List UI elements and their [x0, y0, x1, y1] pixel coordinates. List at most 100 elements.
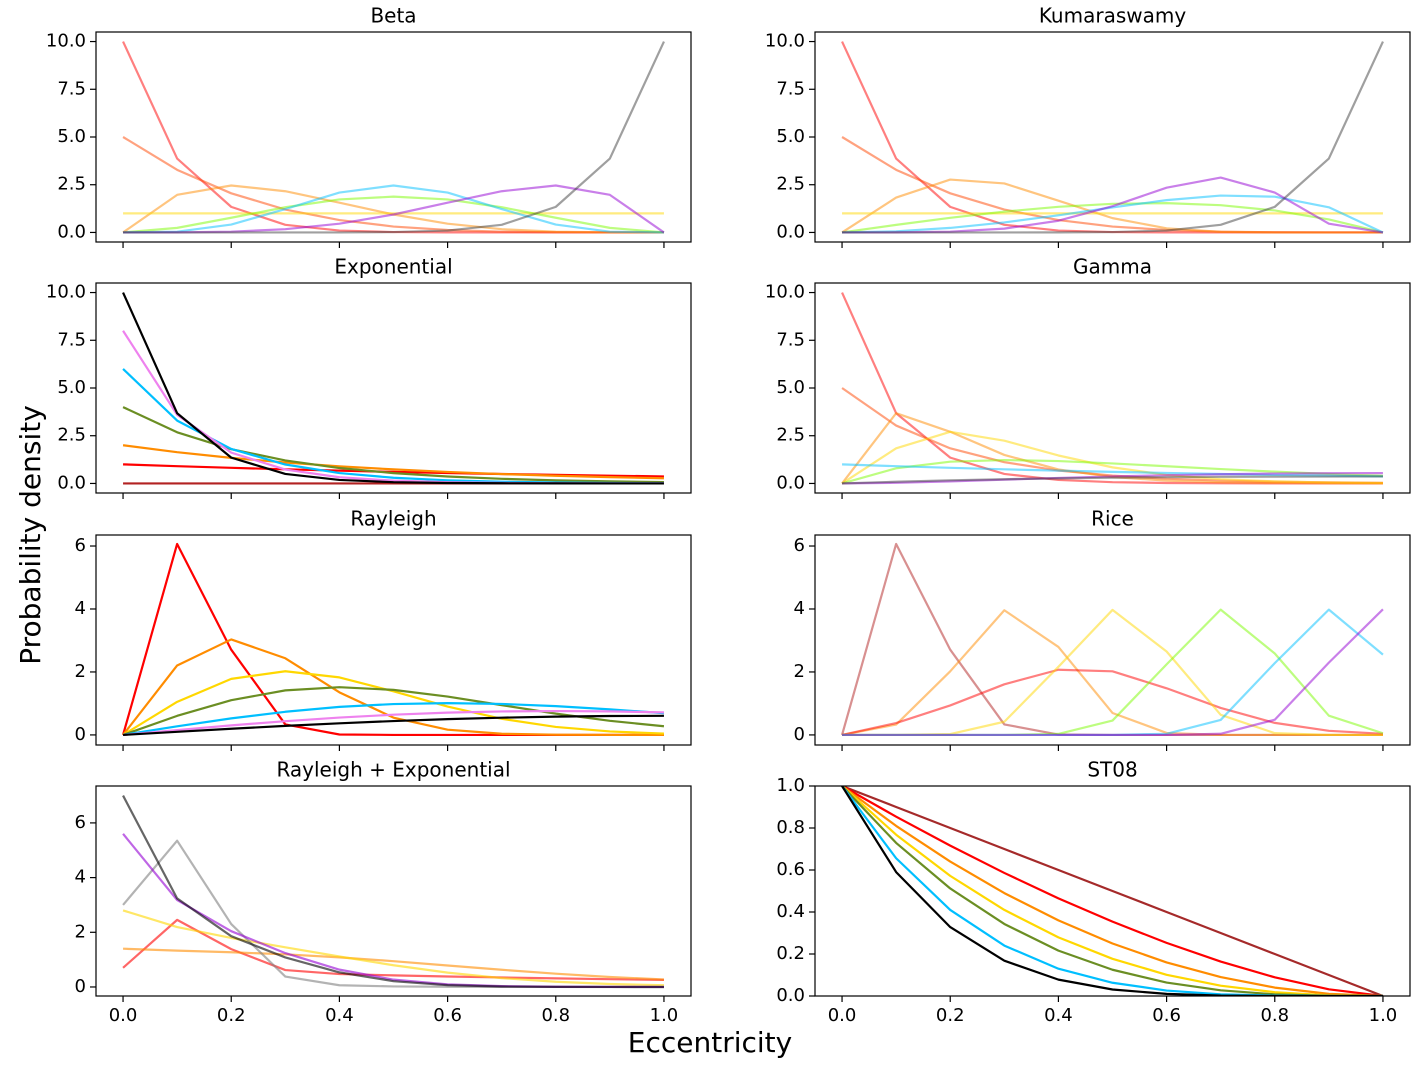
axes-frame [95, 534, 692, 746]
y-tick-label: 2.5 [776, 425, 805, 446]
panel: Kumaraswamy 10.0 7.5 5.0 2.5 0.0 [765, 4, 1411, 248]
y-tick-label: 2 [75, 661, 86, 682]
y-tick-label: 5.0 [776, 377, 805, 398]
y-tick-label: 4 [75, 598, 86, 619]
data-line [123, 184, 664, 234]
y-tick-label: 10.0 [765, 282, 805, 303]
x-tick-label: 1.0 [650, 1005, 679, 1026]
x-tick-label: 0.6 [1152, 1005, 1181, 1026]
y-tick-label: 0 [75, 724, 86, 745]
data-line [122, 41, 664, 234]
x-axis-label: Eccentricity [628, 1026, 792, 1059]
x-tick-label: 0.4 [325, 1005, 354, 1026]
y-tick-label: 5.0 [57, 126, 86, 147]
data-line [123, 41, 665, 234]
data-line [123, 947, 665, 981]
data-line [841, 292, 1383, 485]
data-line [122, 184, 664, 234]
data-line [842, 176, 1384, 234]
y-tick-label: 2.5 [776, 174, 805, 195]
y-tick-label: 6 [75, 812, 86, 833]
panel: Rice 0 2 4 6 [794, 507, 1411, 751]
data-line [841, 786, 1383, 996]
data-line [122, 833, 664, 989]
data-line [841, 668, 1384, 737]
x-tick-label: 0.2 [217, 1005, 246, 1026]
plot-area [121, 542, 665, 737]
data-line [122, 670, 664, 736]
y-tick-label: 7.5 [57, 78, 86, 99]
data-line [122, 709, 664, 737]
plot-area [122, 41, 665, 234]
data-line [842, 463, 1383, 478]
panel: Exponential 10.0 7.5 5.0 2.5 0.0 [46, 255, 692, 499]
y-tick-label: 0.0 [776, 221, 805, 242]
plot-area [122, 795, 665, 989]
panel-title: Rayleigh [350, 507, 436, 531]
data-line [122, 195, 665, 234]
data-line [840, 542, 1383, 737]
data-line [841, 178, 1383, 234]
x-tick-label: 0.2 [936, 1005, 965, 1026]
panel-title: ST08 [1087, 758, 1137, 782]
y-tick-label: 10.0 [46, 282, 86, 303]
panel: Beta 10.0 7.5 5.0 2.5 0.0 [46, 4, 692, 248]
y-tick-label: 10.0 [765, 31, 805, 52]
y-tick-label: 6 [75, 535, 86, 556]
data-line [842, 608, 1384, 737]
data-line [841, 786, 1383, 996]
y-tick-label: 0.8 [776, 817, 805, 838]
panel-title: Kumaraswamy [1039, 4, 1187, 28]
data-line [841, 786, 1384, 996]
y-tick-label: 5.0 [776, 126, 805, 147]
panel: Gamma 10.0 7.5 5.0 2.5 0.0 [765, 255, 1411, 499]
data-line [841, 786, 1384, 996]
data-line [841, 609, 1383, 737]
panel-title: Rice [1091, 507, 1134, 531]
data-line [841, 202, 1384, 234]
axes-frame [814, 534, 1411, 746]
y-tick-label: 4 [794, 598, 805, 619]
y-tick-label: 5.0 [57, 377, 86, 398]
data-line [122, 638, 664, 737]
x-tick-label: 0.8 [1260, 1005, 1289, 1026]
axes-frame [95, 785, 692, 997]
y-tick-label: 0.2 [776, 943, 805, 964]
y-tick-label: 10.0 [46, 31, 86, 52]
panel: Rayleigh 0 2 4 6 [75, 507, 692, 751]
axes-frame [95, 31, 692, 243]
y-tick-label: 0.0 [776, 985, 805, 1006]
plot-area [122, 292, 664, 485]
y-tick-label: 6 [794, 535, 805, 556]
y-tick-label: 7.5 [776, 78, 805, 99]
y-tick-label: 2.5 [57, 174, 86, 195]
y-axis-label: Probability density [14, 405, 47, 665]
plot-area [840, 542, 1384, 737]
axes-frame [814, 282, 1411, 494]
y-tick-label: 0.0 [57, 221, 86, 242]
y-tick-label: 0 [75, 976, 86, 997]
y-tick-label: 2 [794, 661, 805, 682]
y-tick-label: 0.4 [776, 901, 805, 922]
data-line [842, 194, 1384, 234]
data-line [122, 444, 664, 480]
data-line [122, 714, 664, 737]
plot-area [841, 786, 1384, 996]
axes-frame [814, 785, 1411, 997]
data-line [841, 430, 1383, 485]
x-tick-label: 0.8 [541, 1005, 570, 1026]
data-line [122, 795, 664, 989]
x-tick-label: 0.0 [828, 1005, 857, 1026]
panel: Rayleigh + Exponential 0 2 4 6 0.0 0.2 0.4 0.6 0.… [75, 758, 692, 1026]
x-tick-label: 0.4 [1044, 1005, 1073, 1026]
axes-frame [814, 31, 1411, 243]
data-line [842, 475, 1383, 485]
x-tick-label: 0.6 [433, 1005, 462, 1026]
panel-title: Rayleigh + Exponential [276, 758, 510, 782]
data-line [122, 330, 664, 485]
x-tick-label: 0.0 [109, 1005, 138, 1026]
data-line [842, 41, 1384, 234]
y-tick-label: 2 [75, 921, 86, 942]
axes-frame [95, 282, 692, 494]
